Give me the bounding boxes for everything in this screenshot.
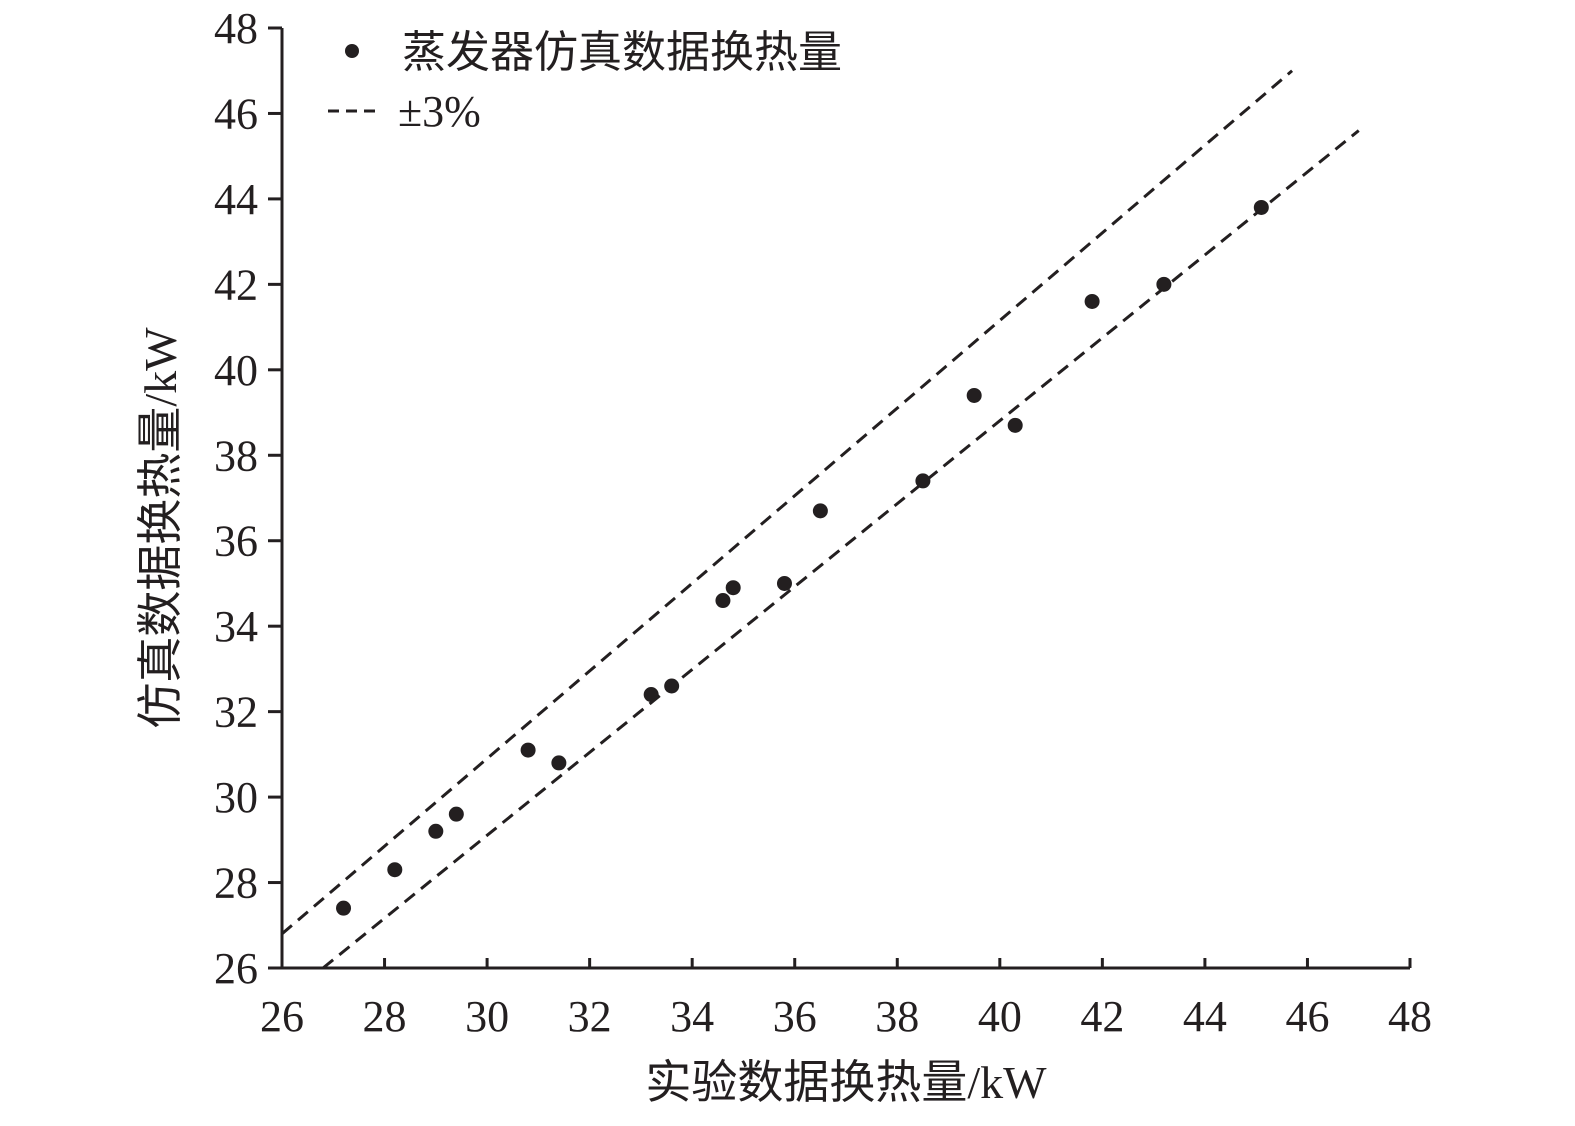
x-tick-label: 40 [978, 992, 1022, 1041]
data-point [428, 823, 444, 839]
y-tick-label: 32 [214, 688, 258, 737]
data-point [643, 687, 659, 703]
legend-label-tolerance: ±3% [398, 87, 481, 136]
y-tick-label: 26 [214, 944, 258, 993]
y-tick-label: 46 [214, 89, 258, 138]
y-tick-label: 40 [214, 346, 258, 395]
x-tick-label: 28 [363, 992, 407, 1041]
upper-tolerance-line [281, 69, 1294, 935]
x-axis-title: 实验数据换热量/kW [645, 1057, 1047, 1108]
y-tick-label: 48 [214, 4, 258, 53]
y-ticks: 26 28 30 32 34 36 38 40 42 44 46 48 [214, 4, 282, 993]
data-point [725, 580, 741, 596]
y-tick-label: 36 [214, 517, 258, 566]
x-tick-label: 38 [875, 992, 919, 1041]
x-tick-label: 46 [1285, 992, 1329, 1041]
lower-tolerance-line [322, 129, 1360, 970]
x-tick-label: 34 [670, 992, 714, 1041]
data-point [776, 575, 792, 591]
data-point [448, 806, 464, 822]
x-tick-label: 26 [260, 992, 304, 1041]
legend-marker-scatter [345, 44, 359, 58]
y-tick-label: 30 [214, 773, 258, 822]
data-point [715, 593, 731, 609]
x-tick-label: 44 [1183, 992, 1227, 1041]
data-point [812, 503, 828, 519]
data-point [387, 862, 403, 878]
x-ticks: 26 28 30 32 34 36 38 40 42 44 46 48 [260, 958, 1432, 1041]
data-point [664, 678, 680, 694]
x-tick-label: 48 [1388, 992, 1432, 1041]
reference-lines [281, 69, 1360, 970]
y-tick-label: 38 [214, 431, 258, 480]
x-tick-label: 32 [568, 992, 612, 1041]
y-tick-label: 34 [214, 602, 258, 651]
data-point [551, 755, 567, 771]
data-point [1007, 417, 1023, 433]
data-point [520, 742, 536, 758]
axes [280, 28, 1410, 970]
y-tick-label: 42 [214, 260, 258, 309]
data-point [1156, 276, 1172, 292]
x-tick-label: 36 [773, 992, 817, 1041]
data-point [1253, 199, 1269, 215]
data-point [1084, 293, 1100, 309]
y-tick-label: 28 [214, 859, 258, 908]
x-tick-label: 42 [1080, 992, 1124, 1041]
data-point [336, 900, 352, 916]
y-axis-title: 仿真数据换热量/kW [135, 327, 186, 729]
data-point [966, 387, 982, 403]
data-points [336, 199, 1269, 916]
legend-label-scatter: 蒸发器仿真数据换热量 [402, 28, 842, 77]
legend: 蒸发器仿真数据换热量 ±3% [328, 28, 842, 136]
y-tick-label: 44 [214, 175, 258, 224]
data-point [915, 473, 931, 489]
x-tick-label: 30 [465, 992, 509, 1041]
